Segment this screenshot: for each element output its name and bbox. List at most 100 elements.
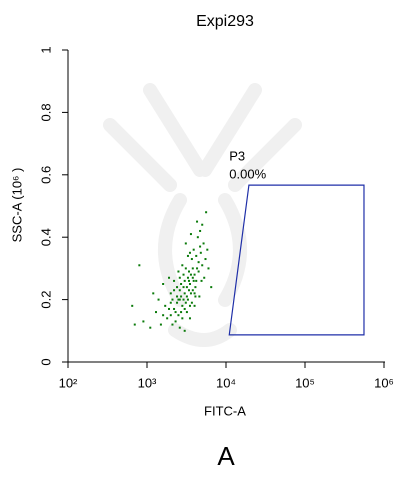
point xyxy=(184,301,187,304)
point xyxy=(187,270,190,273)
point xyxy=(171,323,174,326)
chart-title: Expi293 xyxy=(196,13,254,30)
point xyxy=(186,254,189,257)
point xyxy=(187,289,190,292)
point xyxy=(191,276,194,279)
point xyxy=(155,311,158,314)
point xyxy=(185,295,188,298)
point xyxy=(176,301,179,304)
x-axis-label: FITC-A xyxy=(204,403,246,418)
point xyxy=(164,304,167,307)
point xyxy=(177,298,180,301)
point xyxy=(138,264,141,267)
watermark xyxy=(103,83,302,347)
point xyxy=(191,289,194,292)
point xyxy=(185,286,188,289)
point xyxy=(188,317,191,320)
y-axis-label: SSC-A (10⁶ ) xyxy=(9,168,24,243)
point xyxy=(157,298,160,301)
x-tick-label: 10⁴ xyxy=(216,375,236,390)
point xyxy=(166,317,169,320)
point xyxy=(189,292,192,295)
point xyxy=(183,307,186,310)
y-tick-label: 0.6 xyxy=(38,166,53,184)
point xyxy=(174,311,177,314)
point xyxy=(199,229,202,232)
point xyxy=(168,307,171,310)
point xyxy=(201,223,204,226)
gate-label: P3 xyxy=(229,149,245,164)
gate-label: 0.00% xyxy=(229,167,266,182)
point xyxy=(188,251,191,254)
point xyxy=(201,264,204,267)
point xyxy=(168,276,171,279)
point xyxy=(184,267,187,270)
y-tick-label: 0.4 xyxy=(38,228,53,246)
point xyxy=(192,248,195,251)
caption: A xyxy=(217,441,235,471)
point xyxy=(162,314,165,317)
point xyxy=(183,279,186,282)
point xyxy=(176,295,179,298)
point xyxy=(169,314,172,317)
point xyxy=(178,298,181,301)
point xyxy=(181,304,184,307)
x-tick-label: 10³ xyxy=(138,375,157,390)
point xyxy=(185,311,188,314)
point xyxy=(169,301,172,304)
point xyxy=(189,273,192,276)
point xyxy=(183,329,186,332)
x-tick-label: 10² xyxy=(59,375,78,390)
point xyxy=(186,276,189,279)
point xyxy=(186,298,189,301)
point xyxy=(173,289,176,292)
point xyxy=(174,320,177,323)
point xyxy=(182,286,185,289)
point xyxy=(210,286,213,289)
point xyxy=(176,286,179,289)
y-tick-label: 0.8 xyxy=(38,103,53,121)
point xyxy=(199,251,202,254)
point xyxy=(142,320,145,323)
point xyxy=(184,242,187,245)
point xyxy=(199,245,202,248)
point xyxy=(131,304,134,307)
point xyxy=(188,283,191,285)
point xyxy=(191,267,194,270)
point xyxy=(190,258,193,261)
point xyxy=(182,298,185,301)
point xyxy=(162,283,165,285)
point xyxy=(159,323,162,326)
point xyxy=(194,295,197,298)
point xyxy=(178,326,181,329)
point xyxy=(177,270,180,273)
point xyxy=(195,254,198,257)
point xyxy=(182,273,185,276)
point xyxy=(193,273,196,276)
point xyxy=(173,279,176,282)
y-tick-label: 1 xyxy=(38,46,53,53)
point xyxy=(183,292,186,295)
point xyxy=(207,267,210,270)
point xyxy=(169,292,172,295)
point xyxy=(204,258,207,261)
point xyxy=(195,279,198,282)
point xyxy=(173,307,176,310)
point xyxy=(152,292,155,295)
y-tick-label: 0.2 xyxy=(38,291,53,309)
point xyxy=(181,264,184,267)
point xyxy=(197,270,200,273)
point xyxy=(196,220,199,223)
point xyxy=(193,292,196,295)
point xyxy=(196,236,199,239)
point xyxy=(194,286,197,289)
point xyxy=(196,267,199,270)
point xyxy=(188,304,191,307)
point xyxy=(193,304,196,307)
point xyxy=(178,289,181,292)
point xyxy=(133,323,136,326)
point xyxy=(202,242,205,245)
point xyxy=(205,211,208,214)
point xyxy=(198,295,201,298)
